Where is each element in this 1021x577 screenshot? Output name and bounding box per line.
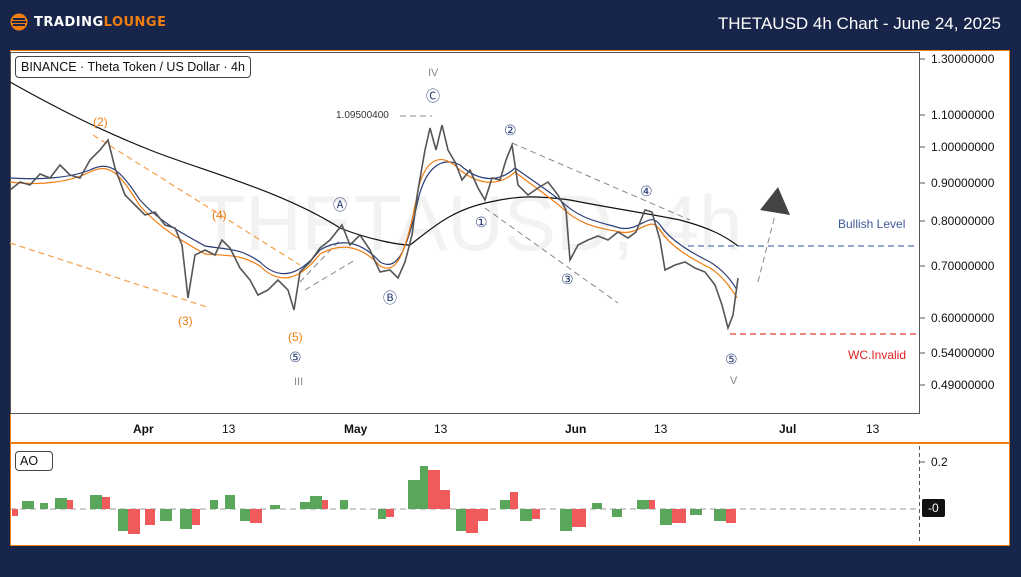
- header: TRADINGLOUNGE THETAUSD 4h Chart - June 2…: [0, 0, 1021, 50]
- wave-label-c4: ④: [640, 183, 653, 199]
- x-tick: 13: [866, 422, 880, 436]
- wave-label-2: (2): [93, 115, 108, 129]
- wave-label-C: Ⓒ: [426, 88, 440, 104]
- ao-y-tick: 0.2: [931, 455, 948, 469]
- symbol-label[interactable]: BINANCE · Theta Token / US Dollar · 4h: [15, 56, 251, 78]
- watermark: THETAUSD, 4h: [198, 179, 743, 267]
- peak-price-label: 1.09500400: [336, 110, 389, 121]
- invalid-level-label: WC.Invalid: [848, 348, 907, 362]
- y-tick: 0.80000000: [931, 214, 995, 228]
- wave-label-V: V: [730, 375, 738, 387]
- y-tick: 1.10000000: [931, 108, 995, 122]
- logo-icon: [10, 13, 28, 31]
- x-tick: Apr: [133, 422, 154, 436]
- wave-label-c5: ⑤: [725, 351, 738, 367]
- wave-label-c1: ①: [475, 214, 488, 230]
- ema-orange-line: [9, 159, 738, 299]
- y-tick: 1.00000000: [931, 140, 995, 154]
- wave-label-c2: ②: [504, 122, 517, 138]
- wave-label-III: III: [294, 376, 304, 388]
- y-tick: 0.60000000: [931, 311, 995, 325]
- ao-indicator-label[interactable]: AO: [15, 451, 54, 471]
- grey-channels: [299, 115, 776, 304]
- wave-label-circle-5-left: ⑤: [289, 349, 302, 365]
- price-line: [9, 124, 739, 331]
- y-tick: 0.54000000: [931, 346, 995, 360]
- ema-blue-line: [9, 161, 738, 291]
- wave-label-B: Ⓑ: [383, 290, 397, 306]
- orange-channel: [9, 134, 301, 308]
- x-tick: 13: [434, 422, 448, 436]
- y-tick: 1.30000000: [931, 52, 995, 66]
- x-tick: Jul: [779, 422, 797, 436]
- x-tick: May: [344, 422, 368, 436]
- x-tick: 13: [654, 422, 668, 436]
- target-arrow-icon: [760, 187, 790, 215]
- wave-label-4: (4): [212, 208, 227, 222]
- wave-label-5: (5): [288, 330, 303, 344]
- ao-current-value-badge: -0: [922, 499, 945, 517]
- tradinglounge-logo: TRADINGLOUNGE: [10, 13, 166, 31]
- x-tick: 13: [222, 422, 236, 436]
- wave-label-IV: IV: [428, 67, 439, 79]
- x-tick: Jun: [565, 422, 587, 436]
- y-tick: 0.90000000: [931, 176, 995, 190]
- chart-title: THETAUSD 4h Chart - June 24, 2025: [717, 14, 1001, 33]
- y-tick: 0.70000000: [931, 259, 995, 273]
- y-tick: 0.49000000: [931, 378, 995, 392]
- ao-histogram: [12, 466, 736, 534]
- wave-label-A: Ⓐ: [333, 197, 347, 213]
- wave-label-c3: ③: [561, 271, 574, 287]
- ma-long-line: [9, 81, 739, 247]
- logo-text: TRADINGLOUNGE: [34, 14, 167, 30]
- chart-panel[interactable]: [10, 50, 1010, 546]
- bullish-level-label: Bullish Level: [838, 217, 906, 231]
- wave-label-3: (3): [178, 314, 193, 328]
- pane-separator[interactable]: [10, 442, 1010, 444]
